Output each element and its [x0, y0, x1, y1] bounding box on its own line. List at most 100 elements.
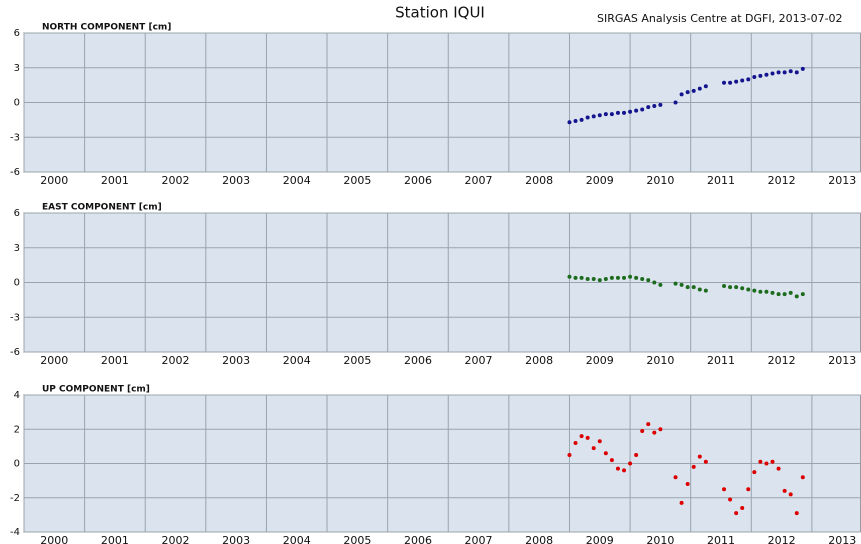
x-tick-label: 2009: [586, 354, 614, 367]
x-tick-label: 2009: [586, 534, 614, 544]
point: [703, 84, 708, 89]
x-tick-label: 2008: [525, 534, 553, 544]
point: [609, 275, 614, 280]
y-tick-label: 0: [14, 278, 20, 289]
x-tick-label: 2001: [101, 354, 129, 367]
x-tick-label: 2000: [40, 354, 68, 367]
point: [746, 77, 751, 82]
point: [640, 428, 645, 433]
x-tick-label: 2009: [586, 174, 614, 187]
point: [776, 466, 781, 471]
point: [628, 109, 633, 114]
point: [615, 466, 620, 471]
point: [628, 461, 633, 466]
x-tick-label: 2000: [40, 174, 68, 187]
point: [764, 289, 769, 294]
point: [597, 439, 602, 444]
point: [752, 288, 757, 293]
point: [788, 492, 793, 497]
point: [746, 287, 751, 292]
x-tick-label: 2003: [222, 534, 250, 544]
point: [740, 286, 745, 291]
point: [782, 488, 787, 493]
y-tick-label: 3: [14, 243, 20, 254]
point: [734, 285, 739, 290]
chart-title: Station IQUI: [395, 4, 485, 22]
x-tick-label: 2012: [768, 534, 796, 544]
point: [591, 277, 596, 282]
x-tick-label: 2002: [162, 534, 190, 544]
point: [691, 285, 696, 290]
x-tick-label: 2012: [768, 174, 796, 187]
point: [770, 290, 775, 295]
point: [734, 511, 739, 516]
panel-title: EAST COMPONENT [cm]: [42, 203, 162, 213]
point: [591, 114, 596, 119]
point: [579, 275, 584, 280]
x-tick-label: 2004: [283, 534, 311, 544]
point: [573, 119, 578, 124]
x-tick-label: 2011: [707, 534, 735, 544]
point: [679, 92, 684, 97]
x-tick-label: 2013: [828, 174, 856, 187]
x-tick-label: 2007: [465, 534, 493, 544]
x-tick-label: 2012: [768, 354, 796, 367]
x-tick-label: 2013: [828, 534, 856, 544]
y-tick-label: -3: [10, 132, 20, 143]
point: [658, 102, 663, 107]
x-tick-label: 2010: [646, 534, 674, 544]
point: [776, 70, 781, 75]
point: [615, 275, 620, 280]
point: [782, 292, 787, 297]
point: [658, 427, 663, 432]
x-tick-label: 2006: [404, 354, 432, 367]
point: [622, 275, 627, 280]
point: [770, 71, 775, 76]
point: [646, 422, 651, 427]
point: [722, 80, 727, 85]
y-tick-label: 6: [14, 208, 20, 219]
x-tick-label: 2010: [646, 174, 674, 187]
point: [685, 285, 690, 290]
y-tick-label: 0: [14, 459, 20, 470]
x-tick-label: 2002: [162, 354, 190, 367]
x-tick-label: 2003: [222, 354, 250, 367]
point: [679, 282, 684, 287]
point: [679, 500, 684, 505]
point: [652, 430, 657, 435]
point: [573, 275, 578, 280]
point: [764, 72, 769, 77]
point: [800, 292, 805, 297]
point: [722, 283, 727, 288]
point: [609, 458, 614, 463]
point: [673, 475, 678, 480]
panel-title: UP COMPONENT [cm]: [42, 385, 150, 395]
point: [585, 277, 590, 282]
point: [752, 470, 757, 475]
point: [652, 280, 657, 285]
x-tick-label: 2003: [222, 174, 250, 187]
x-tick-label: 2005: [343, 174, 371, 187]
y-tick-label: 0: [14, 98, 20, 109]
x-tick-label: 2001: [101, 174, 129, 187]
y-tick-label: 4: [14, 390, 20, 401]
x-tick-label: 2007: [465, 174, 493, 187]
x-tick-label: 2005: [343, 534, 371, 544]
panel-title: NORTH COMPONENT [cm]: [42, 23, 171, 33]
point: [622, 468, 627, 473]
point: [734, 79, 739, 84]
point: [782, 70, 787, 75]
point: [788, 290, 793, 295]
point: [770, 459, 775, 464]
point: [764, 461, 769, 466]
point: [603, 277, 608, 282]
y-tick-label: -6: [10, 167, 20, 178]
point: [752, 75, 757, 80]
point: [722, 487, 727, 492]
point: [758, 73, 763, 78]
point: [579, 117, 584, 122]
x-tick-label: 2004: [283, 174, 311, 187]
x-tick-label: 2007: [465, 354, 493, 367]
point: [615, 110, 620, 115]
